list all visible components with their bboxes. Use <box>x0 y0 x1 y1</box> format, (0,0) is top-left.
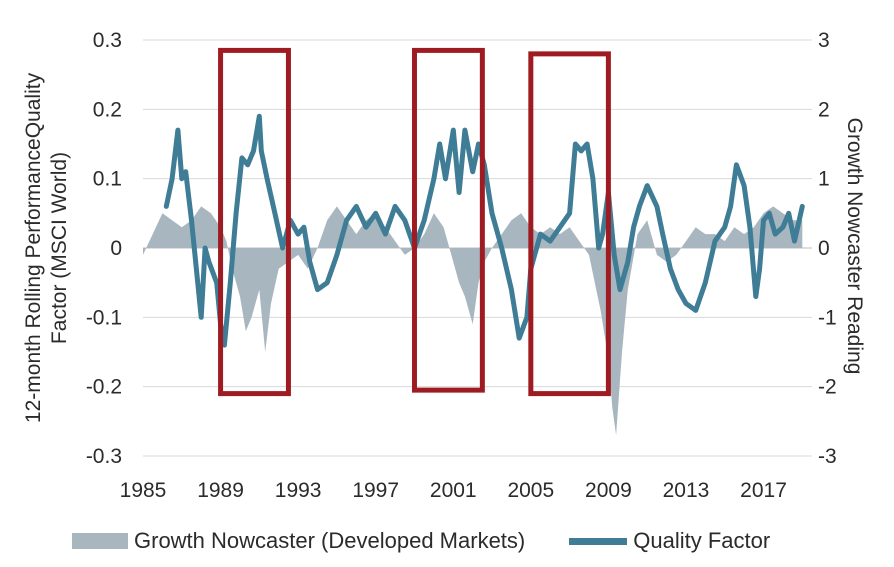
right-tick-label: 3 <box>818 29 830 52</box>
legend-swatch-quality <box>569 537 628 545</box>
left-tick-label: 0.2 <box>93 98 122 121</box>
legend-label-quality: Quality Factor <box>633 528 771 553</box>
right-axis-ticks: 3 2 1 0 -1 -2 -3 <box>818 29 837 468</box>
highlight-boxes <box>218 47 611 397</box>
left-tick-label: 0.1 <box>93 168 122 191</box>
x-axis-ticks: 1985 1989 1993 1997 2001 2005 2009 2013 2017 <box>120 479 787 502</box>
x-tick-label: 2017 <box>740 479 787 502</box>
right-tick-label: -2 <box>818 376 837 399</box>
right-axis-title: Growth Nowcaster Reading <box>843 118 866 375</box>
right-tick-label: -3 <box>818 445 837 468</box>
left-axis-ticks: 0.3 0.2 0.1 0 -0.1 -0.2 -0.3 <box>86 29 122 468</box>
x-tick-label: 1989 <box>197 479 244 502</box>
highlight-box-1 <box>218 47 291 397</box>
legend-item-nowcaster: Growth Nowcaster (Developed Markets) <box>72 528 525 554</box>
right-tick-label: -1 <box>818 306 837 329</box>
x-tick-label: 2013 <box>663 479 710 502</box>
legend-label-nowcaster: Growth Nowcaster (Developed Markets) <box>134 528 526 553</box>
right-tick-label: 2 <box>818 98 830 121</box>
left-tick-label: 0.3 <box>93 29 122 52</box>
x-tick-label: 2009 <box>585 479 632 502</box>
nowcaster-area <box>143 206 803 436</box>
left-tick-label: -0.2 <box>86 376 122 399</box>
x-tick-label: 1993 <box>275 479 322 502</box>
left-tick-label: -0.1 <box>86 306 122 329</box>
left-axis-title: 12-month Rolling PerformanceQuality Facto… <box>22 72 71 423</box>
x-tick-label: 1997 <box>352 479 399 502</box>
x-tick-label: 2001 <box>430 479 477 502</box>
right-tick-label: 1 <box>818 168 830 191</box>
right-tick-label: 0 <box>818 237 830 260</box>
highlight-box-2 <box>411 47 485 393</box>
legend-swatch-nowcaster <box>72 533 128 549</box>
nowcaster-area-layer <box>143 206 803 436</box>
legend-item-quality: Quality Factor <box>569 528 770 554</box>
x-tick-label: 1985 <box>120 479 167 502</box>
legend: Growth Nowcaster (Developed Markets) Qua… <box>72 528 814 554</box>
highlight-box-3 <box>528 51 611 397</box>
left-tick-label: -0.3 <box>86 445 122 468</box>
x-tick-label: 2005 <box>507 479 554 502</box>
left-tick-label: 0 <box>110 237 122 260</box>
